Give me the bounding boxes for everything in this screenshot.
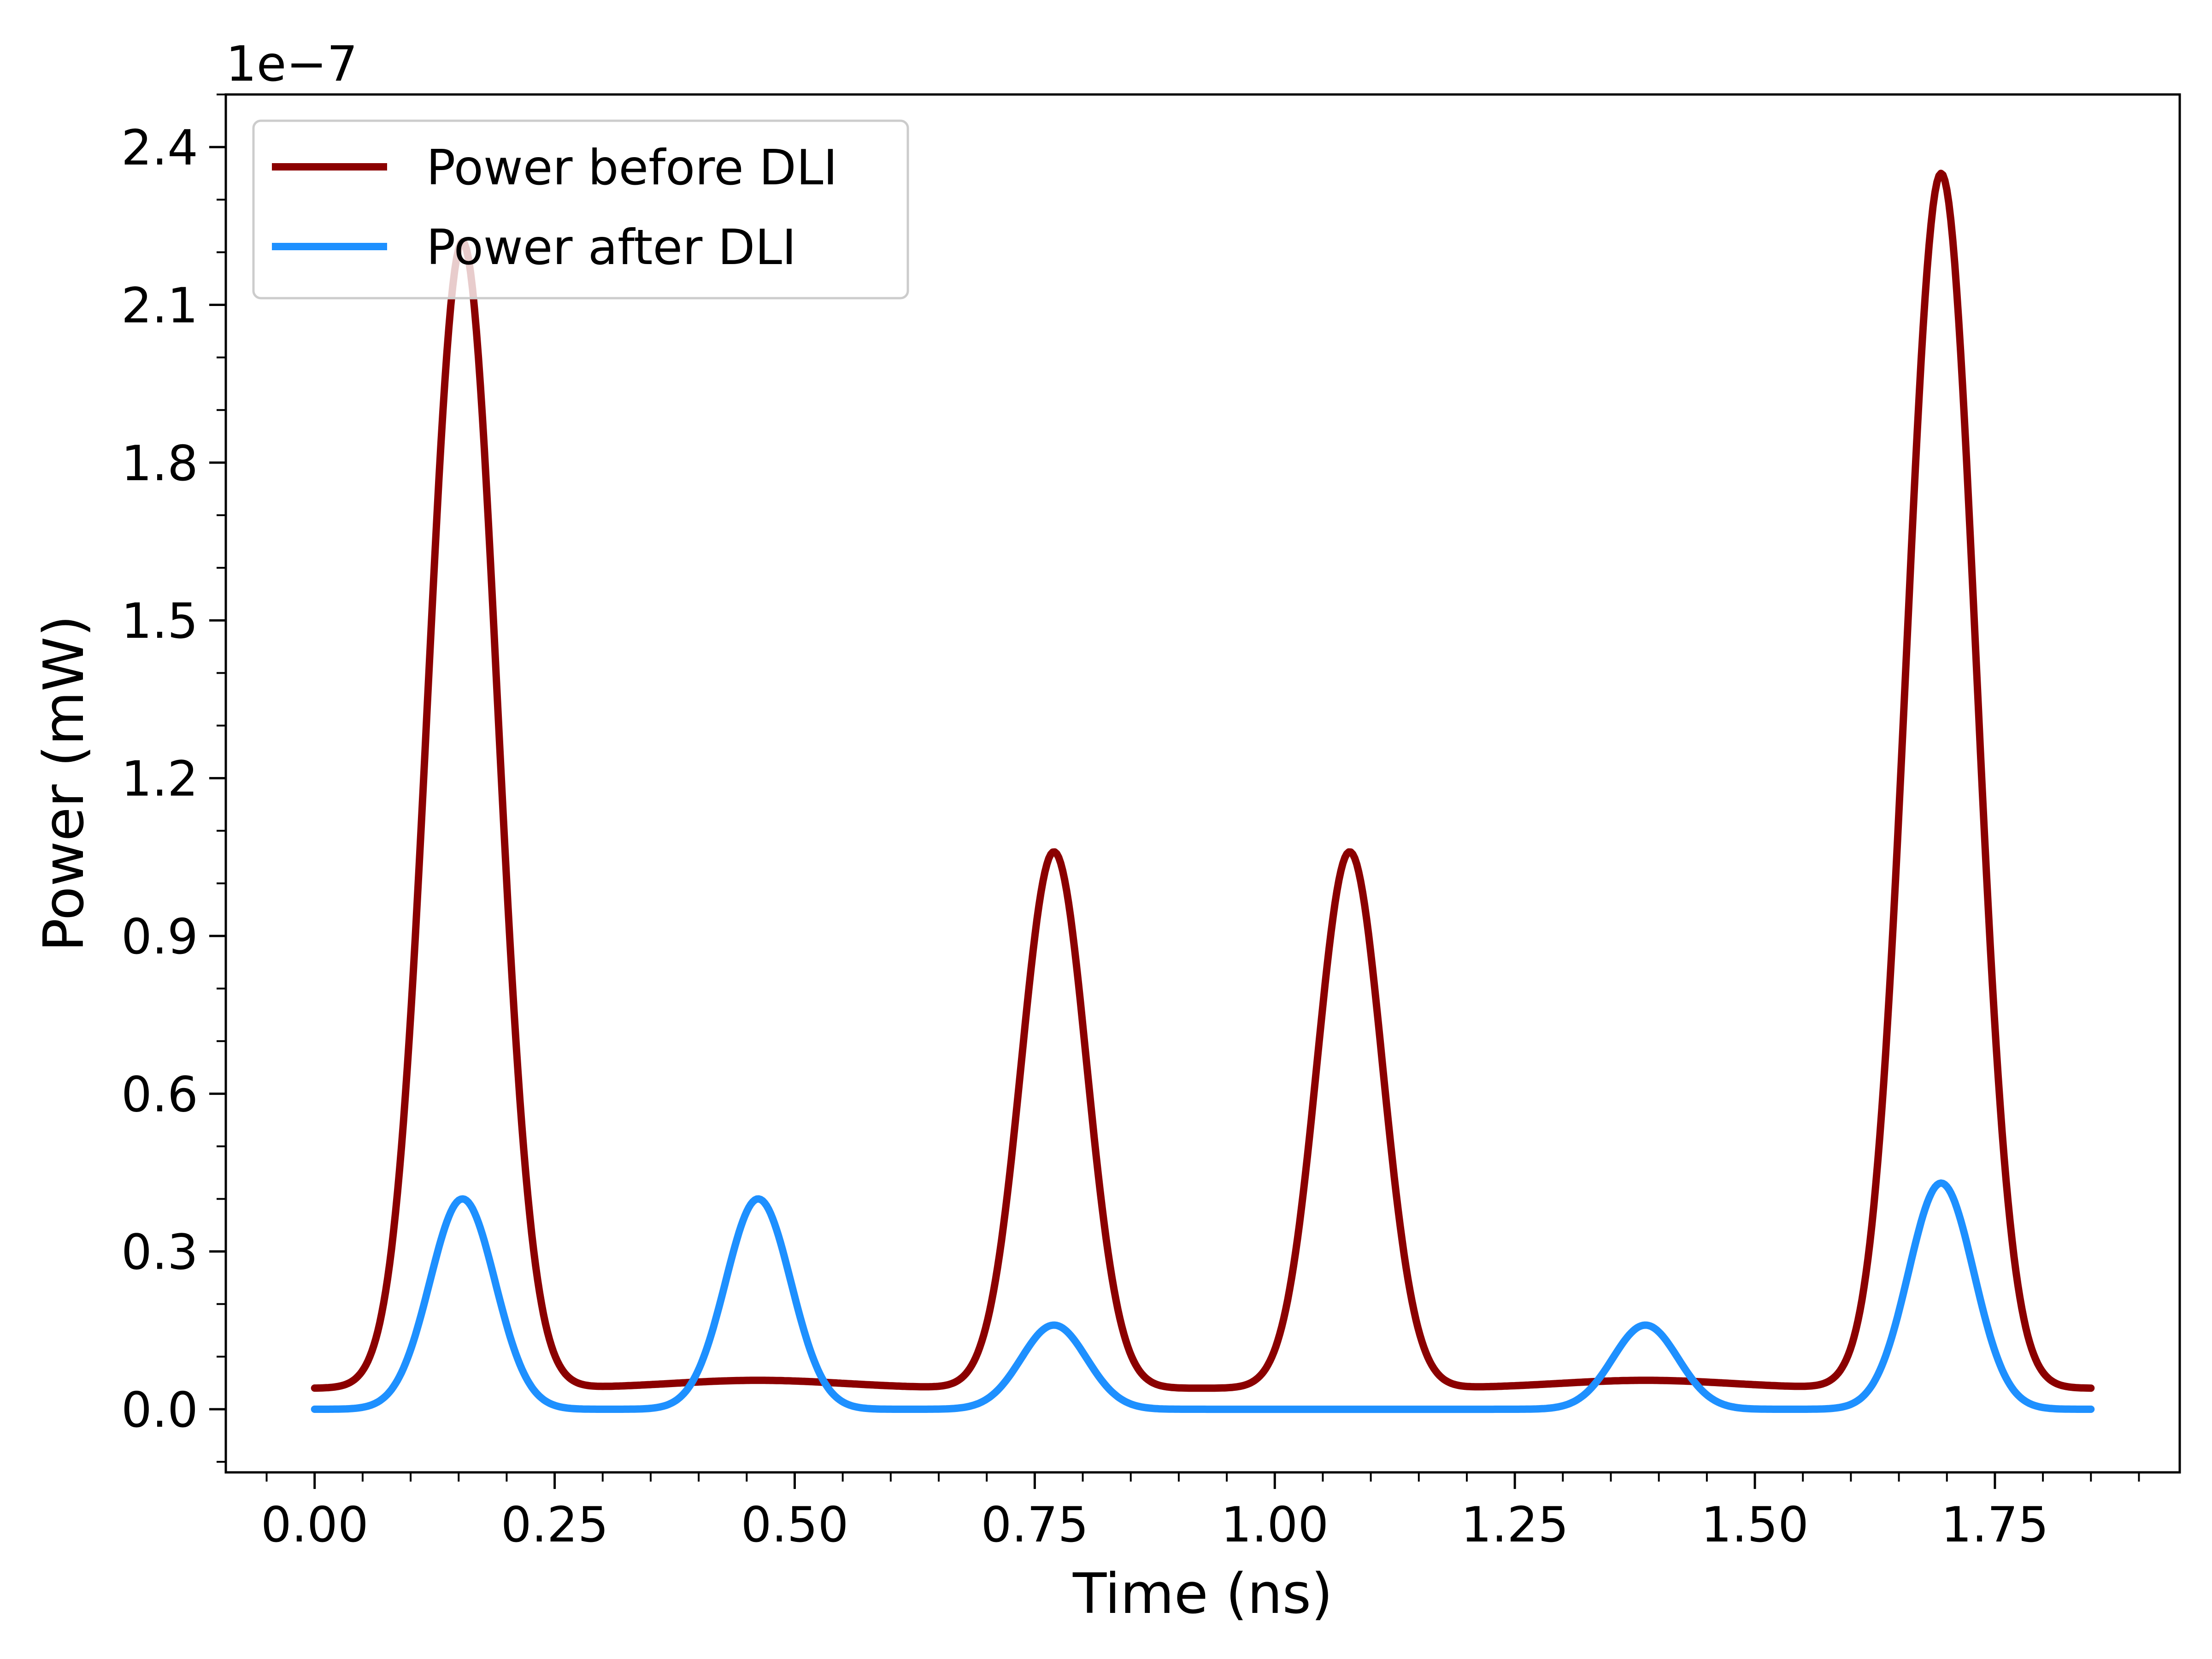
legend: Power before DLI Power after DLI (252, 119, 909, 300)
y-axis-label: Power (mW) (32, 615, 96, 952)
x-tick-label: 1.75 (1941, 1497, 2049, 1553)
y-tick-label: 0.9 (121, 909, 198, 965)
x-tick-label: 0.50 (741, 1497, 849, 1553)
x-tick-label: 1.50 (1701, 1497, 1809, 1553)
x-tick-label: 1.00 (1221, 1497, 1329, 1553)
y-tick-label: 0.3 (121, 1224, 198, 1281)
x-axis: 0.00 0.25 0.50 0.75 1.00 1.25 1.50 1.75 (261, 1472, 2140, 1553)
plot-frame (224, 93, 2181, 1474)
y-tick-label: 2.4 (121, 120, 198, 176)
x-tick-label: 0.00 (261, 1497, 369, 1553)
y-axis-offset-text: 1e−7 (226, 36, 358, 92)
legend-label-before: Power before DLI (426, 140, 837, 196)
x-axis-label: Time (ns) (1072, 1562, 1333, 1626)
series-line-1 (311, 1179, 2095, 1413)
legend-label-after: Power after DLI (426, 219, 796, 276)
y-tick-label: 1.8 (121, 435, 198, 492)
y-axis: 0.0 0.3 0.6 0.9 1.2 1.5 1.8 2.1 2.4 (121, 94, 226, 1463)
y-tick-label: 1.5 (121, 593, 198, 649)
y-tick-label: 1.2 (121, 751, 198, 807)
y-tick-label: 0.6 (121, 1066, 198, 1123)
x-tick-label: 0.75 (981, 1497, 1088, 1553)
y-tick-label: 0.0 (121, 1382, 198, 1438)
x-tick-label: 1.25 (1461, 1497, 1569, 1553)
series-line-0 (311, 170, 2095, 1392)
series-layer (311, 170, 2095, 1413)
x-tick-label: 0.25 (501, 1497, 609, 1553)
y-tick-label: 2.1 (121, 277, 198, 334)
legend-box (252, 119, 909, 300)
